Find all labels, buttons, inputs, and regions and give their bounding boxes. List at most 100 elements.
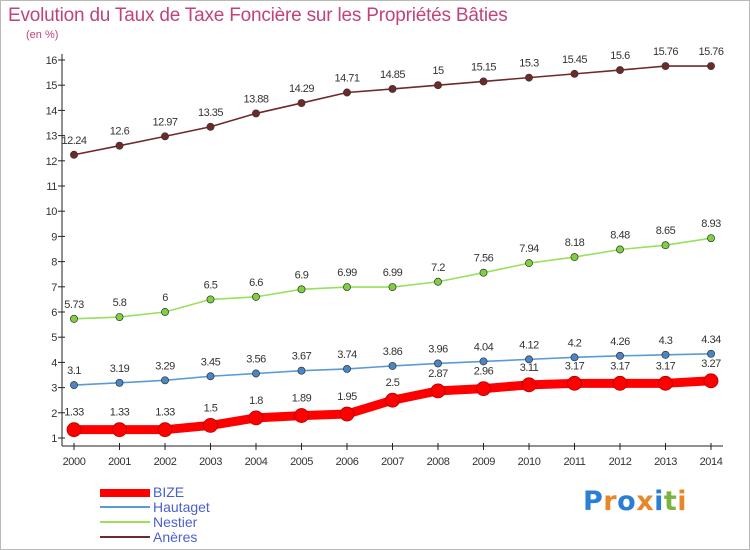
x-tick-label: 2004 [245,456,268,468]
legend-swatch-aneres [100,536,150,538]
data-point-bize [703,373,719,389]
data-label-nestier: 8.93 [701,218,721,230]
data-label-nestier: 7.94 [519,243,539,255]
data-label-anres: 12.24 [61,135,86,147]
data-label-hautaget: 3.74 [337,349,357,361]
data-label-hautaget: 3.56 [246,353,266,365]
data-label-nestier: 5.73 [64,299,84,311]
data-label-bize: 3.27 [701,358,721,370]
data-label-anres: 14.29 [289,83,314,95]
data-point-bize [521,377,537,393]
data-point-anres [661,62,670,70]
y-tick-label: 11 [46,181,57,193]
data-label-nestier: 6 [162,292,168,304]
data-label-anres: 15.76 [698,46,723,58]
data-point-nestier [161,308,169,316]
data-point-hautaget [388,361,397,370]
y-tick-label: 13 [46,131,58,143]
data-point-bize [248,410,264,426]
data-label-hautaget: 3.96 [428,343,448,355]
data-label-anres: 12.97 [152,116,177,128]
data-label-bize: 2.87 [428,368,448,380]
y-tick-label: 7 [51,282,57,294]
data-point-anres [297,99,306,108]
data-point-anres [343,88,351,97]
data-point-hautaget [343,365,351,373]
data-point-hautaget [161,376,169,385]
data-point-nestier [525,259,533,268]
data-label-bize: 1.8 [249,395,263,407]
data-label-anres: 12.6 [110,126,130,138]
data-point-bize [430,383,446,399]
data-point-anres [479,77,488,86]
data-point-nestier [343,283,351,292]
y-tick-label: 5 [51,332,57,344]
data-point-anres [206,122,215,131]
data-label-nestier: 8.18 [565,237,585,249]
legend-label-aneres: Anères [153,529,198,545]
data-label-anres: 15.15 [471,61,496,73]
y-tick-label: 14 [46,105,58,117]
data-point-bize [476,381,491,397]
y-tick-label: 8 [51,257,57,269]
data-point-hautaget [206,372,215,381]
logo-letter: i [654,486,664,517]
data-label-nestier: 8.65 [656,225,676,237]
legend-swatch-hautaget [100,506,150,508]
data-point-anres [434,81,442,90]
data-point-hautaget [297,366,306,375]
data-label-nestier: 6.99 [383,267,403,279]
y-tick-label: 3 [51,383,57,395]
proxiti-logo: Proxiti [583,486,687,517]
data-point-bize [658,375,673,391]
data-label-hautaget: 4.2 [568,337,582,349]
y-tick-label: 4 [51,357,57,369]
y-tick-label: 1 [51,433,57,445]
data-label-hautaget: 3.45 [201,356,221,368]
data-point-bize [157,422,173,438]
data-label-bize: 1.33 [155,407,175,419]
data-label-anres: 15.3 [519,58,539,70]
logo-letter: i [677,486,688,517]
y-tick-label: 16 [46,55,58,67]
y-tick-label: 10 [46,206,58,218]
data-point-bize [567,375,582,391]
legend-item-aneres: Anères [100,530,260,545]
data-point-nestier [616,245,624,254]
data-point-bize [294,408,309,423]
data-label-anres: 15.45 [562,54,587,66]
data-point-bize [203,417,218,433]
data-point-nestier [434,277,442,286]
data-label-bize: 1.5 [204,402,218,414]
x-tick-label: 2003 [199,456,222,468]
logo-letter: t [663,486,678,517]
data-label-nestier: 6.5 [204,279,218,291]
data-point-hautaget [115,378,124,387]
data-label-hautaget: 4.3 [659,335,673,347]
chart-title: Evolution du Taux de Taxe Foncière sur l… [8,5,508,26]
data-point-hautaget [252,369,260,378]
x-tick-label: 2001 [108,456,131,468]
legend-item-hautaget: Hautaget [100,500,260,515]
x-tick-label: 2011 [563,456,585,468]
data-label-hautaget: 4.34 [701,334,721,346]
logo-letter: r [603,486,618,517]
data-label-bize: 1.89 [292,393,312,405]
x-tick-label: 2007 [381,456,404,468]
data-label-bize: 2.96 [474,366,494,378]
data-point-hautaget [434,359,442,368]
data-label-hautaget: 3.19 [110,363,130,375]
data-label-anres: 14.71 [334,73,359,85]
x-tick-label: 2014 [700,456,723,468]
data-point-nestier [388,283,397,292]
data-point-anres [388,85,397,93]
data-label-nestier: 6.99 [337,267,357,279]
data-label-nestier: 6.6 [249,277,263,289]
x-tick-label: 2002 [154,456,177,468]
logo-letter: P [583,486,604,517]
legend-swatch-nestier [100,521,150,523]
data-point-hautaget [616,351,624,360]
y-tick-label: 6 [51,307,57,319]
data-point-anres [570,69,579,78]
